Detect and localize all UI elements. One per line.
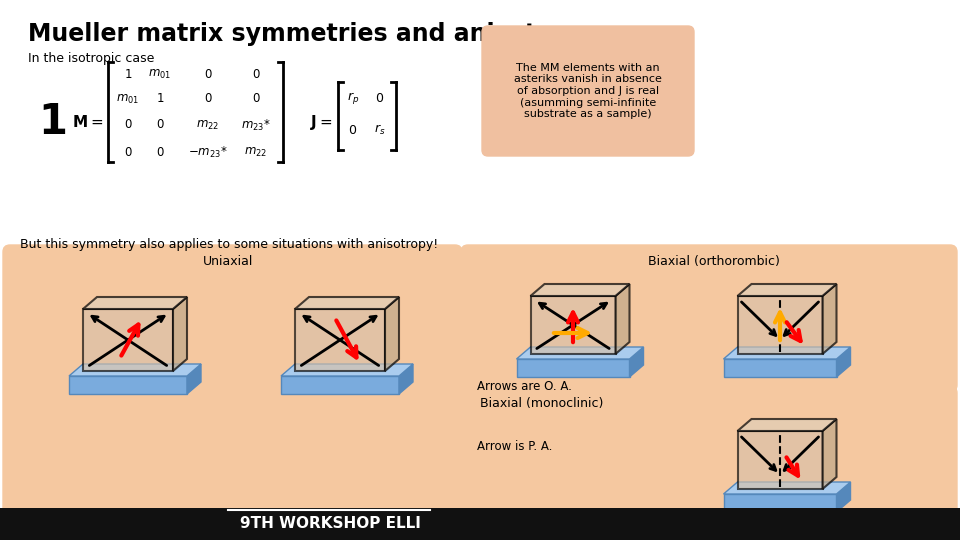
Text: $\mathbf{M} =$: $\mathbf{M} =$ [72,114,104,130]
Polygon shape [399,364,413,394]
Text: $r_s$: $r_s$ [374,123,386,137]
Text: In the isotropic case: In the isotropic case [28,52,155,65]
Text: $0$: $0$ [375,91,385,105]
Text: $0$: $0$ [124,145,132,159]
Text: Mueller matrix symmetries and anisotropy: Mueller matrix symmetries and anisotropy [28,22,596,46]
Polygon shape [516,347,643,359]
Bar [737,296,823,354]
Polygon shape [615,284,630,354]
Polygon shape [385,297,399,371]
FancyBboxPatch shape [461,386,957,517]
Text: Biaxial (orthorombic): Biaxial (orthorombic) [648,255,780,268]
Text: $m_{23}$*: $m_{23}$* [241,117,271,132]
Text: $0$: $0$ [204,92,212,105]
Text: $0$: $0$ [252,92,260,105]
Polygon shape [836,347,851,377]
Text: $m_{01}$: $m_{01}$ [149,68,172,80]
Polygon shape [83,297,187,309]
Bar [724,359,836,377]
Text: $1$: $1$ [124,68,132,80]
Bar [724,494,836,512]
Text: $0$: $0$ [156,118,164,132]
Bar [69,376,187,394]
Bar [531,296,615,354]
Polygon shape [823,284,836,354]
Polygon shape [531,284,630,296]
Polygon shape [187,364,201,394]
Polygon shape [281,364,413,376]
FancyBboxPatch shape [3,245,462,517]
Bar [0,508,960,540]
Polygon shape [737,284,836,296]
Polygon shape [737,419,836,431]
Text: 1: 1 [38,101,67,143]
Polygon shape [724,347,851,359]
Text: Arrows are O. A.: Arrows are O. A. [477,380,572,393]
Text: But this symmetry also applies to some situations with anisotropy!: But this symmetry also applies to some s… [20,238,439,251]
Text: $m_{22}$: $m_{22}$ [245,145,268,159]
Polygon shape [173,297,187,371]
Bar [83,309,173,371]
Bar [516,359,630,377]
Text: $0$: $0$ [204,68,212,80]
Bar [295,309,385,371]
FancyBboxPatch shape [461,245,957,392]
Polygon shape [836,482,851,512]
Text: $0$: $0$ [124,118,132,132]
Text: Arrow is P. A.: Arrow is P. A. [477,440,552,453]
Bar [281,376,399,394]
Text: $m_{22}$: $m_{22}$ [197,118,220,132]
Polygon shape [69,364,201,376]
Text: $r_p$: $r_p$ [347,90,359,106]
Text: $0$: $0$ [252,68,260,80]
Text: $0$: $0$ [348,124,357,137]
Polygon shape [295,297,399,309]
Text: Uniaxial: Uniaxial [203,255,253,268]
Polygon shape [823,419,836,489]
Bar [737,431,823,489]
Text: Biaxial (monoclinic): Biaxial (monoclinic) [480,397,604,410]
Text: 9TH WORKSHOP ELLI: 9TH WORKSHOP ELLI [240,516,420,531]
Text: $\mathbf{J} =$: $\mathbf{J} =$ [310,112,333,132]
Polygon shape [724,482,851,494]
Text: $m_{01}$: $m_{01}$ [116,92,139,105]
Polygon shape [493,32,533,70]
Text: The MM elements with an
asteriks vanish in absence
of absorption and J is real
(: The MM elements with an asteriks vanish … [514,63,662,119]
Text: $0$: $0$ [156,145,164,159]
Polygon shape [630,347,643,377]
Text: $1$: $1$ [156,92,164,105]
Text: $-m_{23}$*: $-m_{23}$* [188,144,228,159]
FancyBboxPatch shape [482,26,694,156]
